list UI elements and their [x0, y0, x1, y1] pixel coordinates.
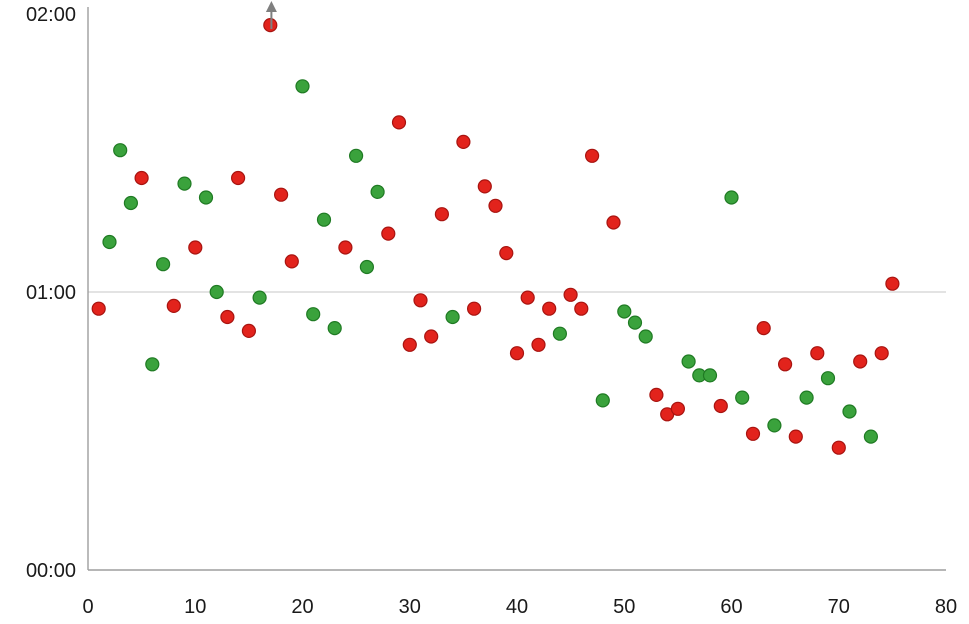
red-series-data-point [509, 346, 525, 361]
green-series-data-point [145, 357, 160, 372]
red-series-data-point [391, 115, 407, 130]
red-series-data-point [745, 426, 761, 441]
red-series-data-point [134, 170, 149, 186]
x-axis-tick-label: 10 [184, 596, 206, 618]
red-series-data-point [563, 287, 578, 302]
green-series-data-point [617, 304, 632, 319]
x-axis-tick-label: 50 [613, 596, 635, 618]
green-series-data-point [102, 234, 117, 250]
red-series-data-point [413, 293, 428, 308]
green-series-data-point [724, 190, 739, 205]
red-series-data-point [810, 346, 825, 361]
red-series-data-point [756, 321, 771, 336]
x-axis-tick-label: 60 [720, 596, 742, 618]
red-series-data-point [831, 440, 846, 455]
x-axis-tick-label: 0 [82, 596, 93, 618]
green-series-data-point [799, 390, 814, 405]
red-series-data-point [220, 309, 235, 325]
red-series-data-point [166, 298, 181, 313]
red-series-data-point [574, 301, 589, 316]
red-series-data-point [338, 240, 353, 255]
green-series-data-point [595, 393, 610, 408]
red-series-data-point [531, 337, 546, 352]
green-series-data-point [767, 418, 782, 433]
green-series-data-point [252, 290, 267, 305]
red-series-data-point [584, 148, 600, 163]
red-series-data-point [467, 301, 482, 316]
red-series-data-point [542, 301, 557, 316]
green-series-data-point [445, 309, 460, 325]
red-series-data-point [188, 240, 203, 255]
red-series-data-point [456, 134, 471, 149]
x-axis-tick-label: 80 [935, 596, 957, 618]
red-series-data-point [670, 401, 686, 416]
red-series-data-point [402, 337, 417, 352]
red-series-data-point [713, 398, 728, 414]
red-series-data-point [788, 429, 803, 444]
y-axis-tick-label: 01:00 [26, 282, 76, 304]
green-series-data-point [316, 212, 332, 227]
x-axis-tick-label: 20 [291, 596, 313, 618]
red-series-data-point [477, 179, 492, 194]
green-series-data-point [842, 404, 857, 419]
red-series-data-point [231, 170, 246, 186]
red-series-data-point [499, 246, 514, 261]
green-series-data-point [156, 257, 171, 272]
green-series-data-point [627, 315, 643, 330]
x-axis-tick-label: 30 [399, 596, 421, 618]
y-axis-tick-label: 00:00 [26, 560, 76, 582]
red-series-data-point [777, 357, 793, 372]
green-series-data-point [735, 390, 750, 405]
green-series-data-point [638, 329, 653, 344]
green-series-data-point [359, 259, 374, 275]
red-series-data-point [424, 329, 439, 344]
red-series-data-point [649, 387, 664, 402]
green-series-data-point [113, 143, 128, 158]
green-series-data-point [177, 176, 192, 191]
offscale-arrow-head-icon [265, 1, 277, 12]
green-series-data-point [370, 184, 385, 199]
green-series-data-point [552, 326, 568, 341]
red-series-data-point [381, 226, 396, 241]
green-series-data-point [681, 354, 696, 369]
green-series-data-point [820, 371, 836, 386]
green-series-data-point [295, 79, 310, 94]
red-series-data-point [434, 207, 449, 222]
y-axis-tick-label: 02:00 [26, 4, 76, 26]
red-series-data-point [263, 18, 278, 33]
red-series-data-point [274, 187, 289, 202]
green-series-data-point [349, 148, 364, 163]
red-series-data-point [606, 215, 621, 230]
red-series-data-point [853, 354, 868, 369]
red-series-data-point [488, 198, 503, 213]
red-series-data-point [241, 323, 256, 338]
x-axis-tick-label: 40 [506, 596, 528, 618]
red-series-data-point [885, 276, 900, 291]
red-series-data-point [520, 290, 535, 305]
green-series-data-point [306, 307, 321, 322]
red-series-data-point [284, 254, 299, 269]
red-series-data-point [91, 301, 106, 316]
green-series-data-point [209, 284, 224, 300]
green-series-data-point [327, 321, 342, 336]
green-series-data-point [123, 195, 138, 211]
red-series-data-point [874, 346, 889, 361]
green-series-data-point [702, 368, 718, 383]
green-series-data-point [863, 429, 879, 444]
green-series-data-point [198, 190, 214, 205]
x-axis-tick-label: 70 [828, 596, 850, 618]
